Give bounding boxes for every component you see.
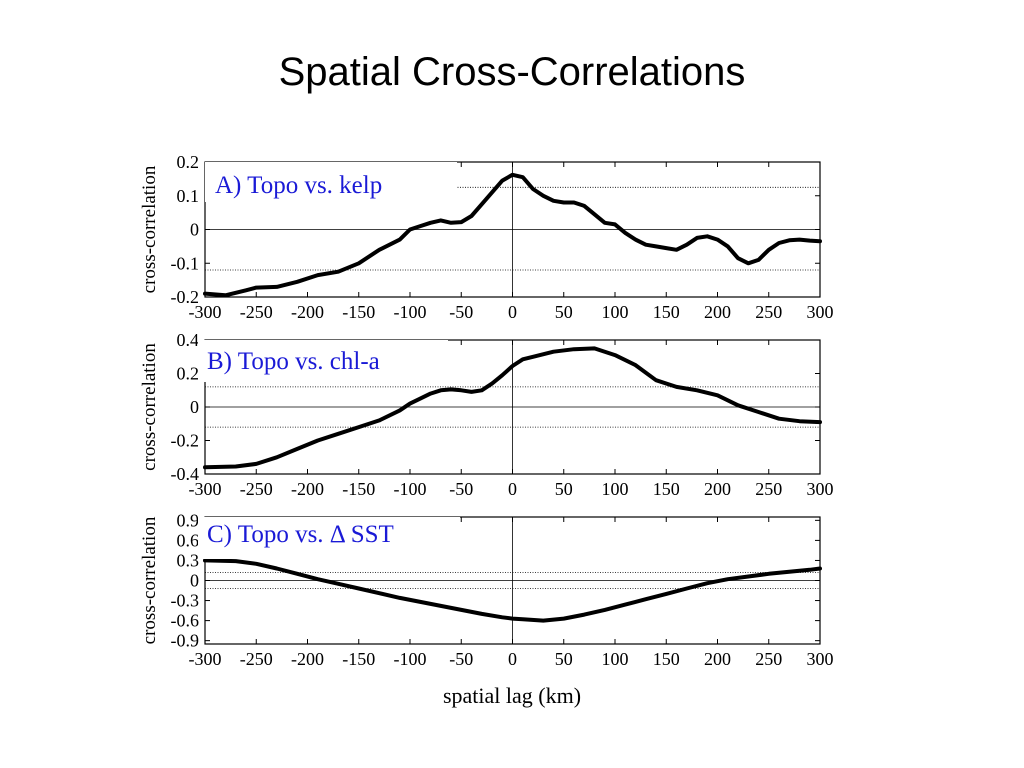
- series-line: [203, 172, 822, 298]
- y-tick-label: 0.2: [177, 152, 200, 172]
- x-tick-label: 100: [602, 302, 629, 322]
- y-tick-label: -0.3: [171, 591, 200, 611]
- y-tick-label: 0.2: [177, 364, 200, 384]
- y-tick-label: 0.3: [177, 550, 200, 570]
- y-axis-label: cross-correlation: [139, 516, 160, 644]
- x-tick-label: -250: [240, 302, 273, 322]
- x-tick-label: 250: [755, 479, 782, 499]
- x-tick-label: -300: [189, 479, 222, 499]
- x-tick-label: -300: [189, 302, 222, 322]
- x-tick-label: 0: [508, 302, 517, 322]
- x-axis-label: spatial lag (km): [443, 683, 581, 708]
- panel-title: B) Topo vs. chl-a: [207, 348, 380, 375]
- x-tick-label: 50: [555, 302, 573, 322]
- x-tick-label: 200: [704, 649, 731, 669]
- x-tick-label: -100: [394, 302, 427, 322]
- y-tick-label: -0.1: [171, 253, 200, 273]
- x-tick-label: -200: [291, 649, 324, 669]
- series-line: [203, 558, 822, 623]
- x-tick-label: 300: [807, 649, 834, 669]
- y-tick-label: 0: [190, 220, 199, 240]
- chart-panel-2: -300 -250 -200 -150 -100 -50 0 50 100 150 200 250 30…: [139, 510, 834, 708]
- x-tick-label: -50: [449, 479, 473, 499]
- series-line: [203, 346, 822, 470]
- x-tick-label: -250: [240, 649, 273, 669]
- y-tick-label: 0.4: [177, 330, 200, 350]
- x-tick-label: 50: [555, 649, 573, 669]
- slide-title: Spatial Cross-Correlations: [278, 50, 746, 94]
- x-tick-label: -300: [189, 649, 222, 669]
- y-tick-label: 0: [190, 397, 199, 417]
- x-tick-label: -150: [342, 302, 375, 322]
- y-axis-label: cross-correlation: [139, 343, 160, 471]
- x-tick-label: 0: [508, 479, 517, 499]
- x-tick-label: -250: [240, 479, 273, 499]
- chart-panel-1: -300 -250 -200 -150 -100 -50 0 50 100 150 200 250 30…: [139, 330, 834, 499]
- x-tick-label: -150: [342, 479, 375, 499]
- y-tick-label: -0.9: [171, 631, 200, 651]
- panel-label-background: [198, 517, 460, 559]
- x-tick-label: 50: [555, 479, 573, 499]
- y-tick-label: -0.4: [171, 464, 200, 484]
- y-axis-label: cross-correlation: [139, 165, 160, 293]
- panel-label-background: [205, 162, 457, 202]
- x-tick-label: 300: [807, 479, 834, 499]
- x-tick-label: -100: [394, 479, 427, 499]
- y-tick-label: 0.1: [177, 186, 200, 206]
- x-tick-label: 100: [602, 479, 629, 499]
- x-tick-label: -50: [449, 302, 473, 322]
- y-tick-label: -0.2: [171, 287, 200, 307]
- x-tick-label: 200: [704, 302, 731, 322]
- x-tick-label: 150: [653, 479, 680, 499]
- x-tick-label: 250: [755, 649, 782, 669]
- panel-label-background: [198, 340, 448, 382]
- panel-title: C) Topo vs. Δ SST: [207, 521, 394, 548]
- x-tick-label: 200: [704, 479, 731, 499]
- x-tick-label: -100: [394, 649, 427, 669]
- y-tick-label: 0.9: [177, 510, 200, 530]
- x-tick-label: -200: [291, 479, 324, 499]
- panel-title: A) Topo vs. kelp: [215, 172, 382, 199]
- x-tick-label: 0: [508, 649, 517, 669]
- x-tick-label: 150: [653, 649, 680, 669]
- x-tick-label: 150: [653, 302, 680, 322]
- y-tick-label: 0.6: [177, 530, 200, 550]
- y-tick-label: -0.2: [171, 431, 200, 451]
- y-tick-label: 0: [190, 571, 199, 591]
- x-tick-label: 250: [755, 302, 782, 322]
- x-tick-label: -50: [449, 649, 473, 669]
- x-tick-label: -150: [342, 649, 375, 669]
- x-tick-label: 100: [602, 649, 629, 669]
- x-tick-label: 300: [807, 302, 834, 322]
- chart-panel-0: -300 -250 -200 -150 -100 -50 0 50 100 150 200 250 30…: [139, 152, 834, 322]
- x-tick-label: -200: [291, 302, 324, 322]
- y-tick-label: -0.6: [171, 611, 200, 631]
